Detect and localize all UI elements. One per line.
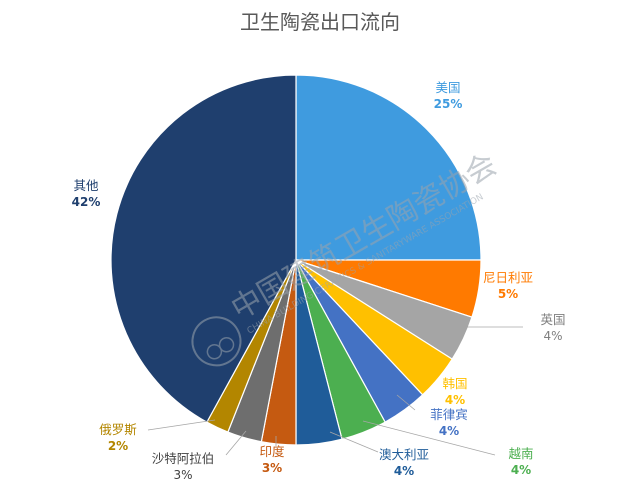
pie-slice-10 [110,74,297,423]
slice-label-value-2: 4% [543,329,562,343]
pie-slice-0 [295,74,482,261]
slice-label-name-2: 英国 [540,312,565,327]
slice-label-value-5: 4% [511,463,531,477]
slice-label-value-9: 2% [108,439,128,453]
slice-labels: 美国25%尼日利亚5%英国4%韩国4%菲律宾4%越南4%澳大利亚4%印度3%沙特… [72,80,566,482]
leader-line-9 [147,419,216,431]
slice-label-value-6: 4% [394,464,414,478]
slice-label-value-3: 4% [445,393,465,407]
slice-label-name-1: 尼日利亚 [483,270,533,285]
slice-label-value-8: 3% [173,468,192,482]
slice-label-name-6: 澳大利亚 [379,447,429,462]
slice-label-name-0: 美国 [435,80,460,95]
watermark-seal-icon [191,316,242,367]
slice-label-value-4: 4% [439,424,459,438]
leader-line-5 [362,420,496,456]
slice-label-name-9: 俄罗斯 [99,422,137,437]
slice-label-name-5: 越南 [508,446,533,461]
leader-line-6 [329,431,379,453]
pie-slices [110,74,482,446]
chart-title: 卫生陶瓷出口流向 [240,10,400,34]
leader-line-8 [225,430,247,456]
slice-label-value-0: 25% [434,97,463,111]
slice-label-name-8: 沙特阿拉伯 [152,451,215,466]
slice-label-name-3: 韩国 [442,376,467,391]
slice-label-name-7: 印度 [259,444,285,459]
slice-label-value-1: 5% [498,287,518,301]
slice-label-name-4: 菲律宾 [430,407,468,422]
slice-label-value-10: 42% [72,195,101,209]
slice-label-value-7: 3% [262,461,282,475]
leader-lines [147,326,523,456]
leader-line-4 [396,394,416,411]
slice-label-name-10: 其他 [73,178,99,193]
